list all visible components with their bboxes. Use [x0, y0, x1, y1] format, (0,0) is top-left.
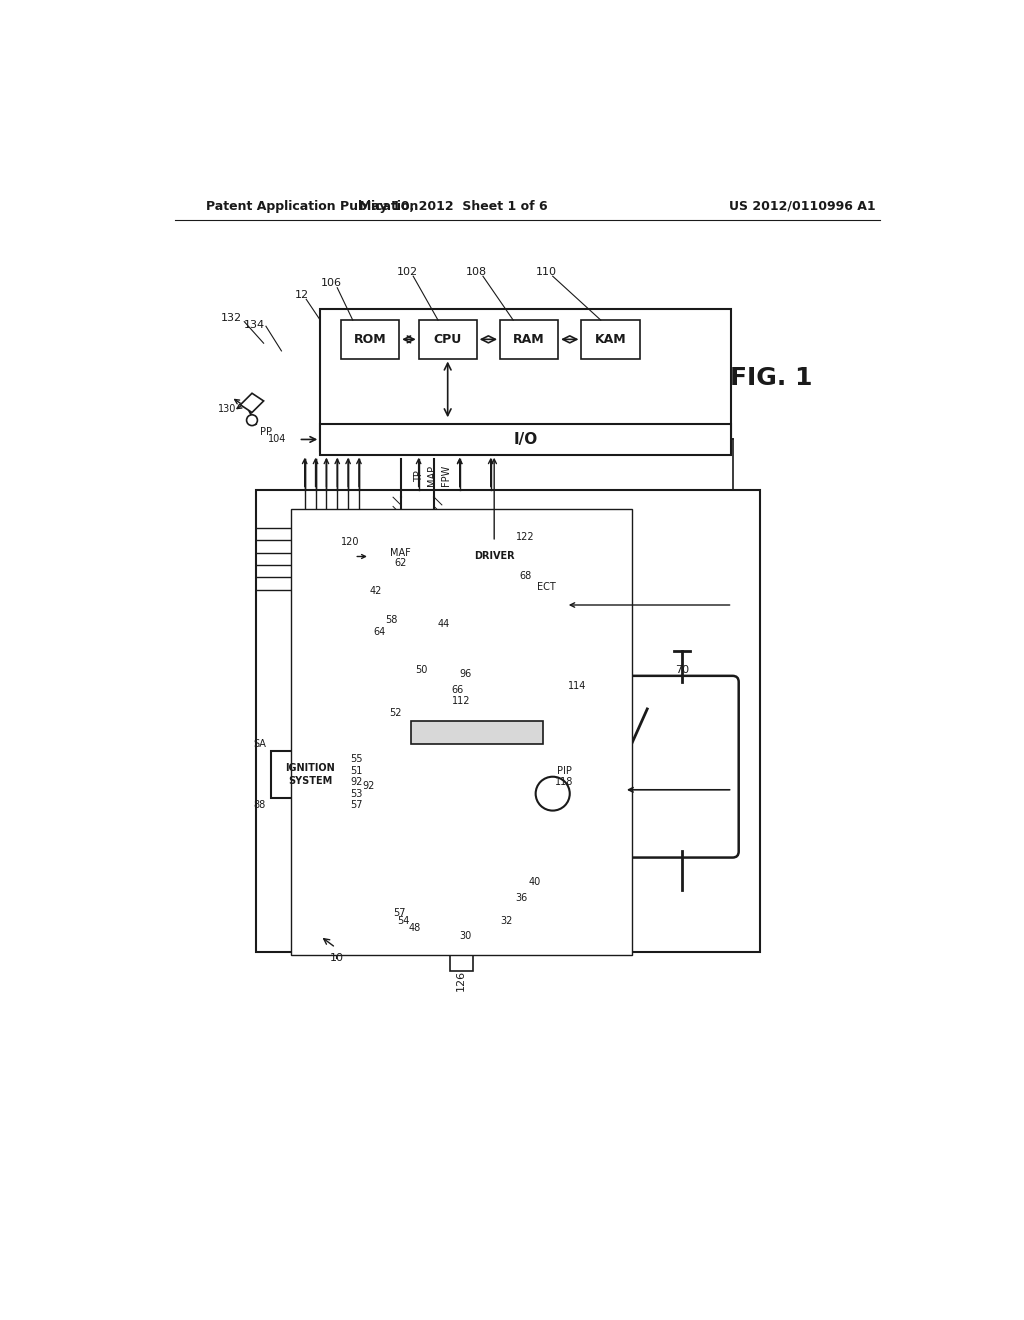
Text: PP: PP: [260, 426, 272, 437]
Text: I/O: I/O: [513, 432, 538, 447]
Text: 108: 108: [466, 267, 487, 277]
Bar: [370, 552, 387, 562]
Text: 68: 68: [519, 570, 531, 581]
Text: 40: 40: [528, 878, 541, 887]
Text: MAP: MAP: [427, 465, 437, 486]
Text: ECT: ECT: [538, 582, 556, 591]
Text: 30: 30: [459, 931, 471, 941]
Text: 96: 96: [459, 669, 471, 680]
Text: 50: 50: [415, 665, 427, 676]
Circle shape: [247, 414, 257, 425]
Text: 52: 52: [389, 708, 401, 718]
Text: 130: 130: [218, 404, 237, 413]
Text: 120: 120: [341, 537, 359, 546]
Text: 110: 110: [536, 267, 557, 277]
Text: 112: 112: [452, 696, 470, 706]
Text: 102: 102: [396, 267, 418, 277]
Text: 36: 36: [515, 892, 527, 903]
Text: IGNITION: IGNITION: [286, 763, 335, 774]
Text: 44: 44: [437, 619, 450, 630]
Polygon shape: [241, 393, 263, 412]
Text: 134: 134: [244, 321, 265, 330]
Text: 10: 10: [331, 953, 344, 962]
Bar: [582, 321, 640, 359]
Text: 66: 66: [452, 685, 464, 694]
Text: SA: SA: [253, 739, 266, 748]
Text: 62: 62: [394, 558, 407, 569]
Text: MAF: MAF: [390, 548, 412, 558]
Bar: [321, 309, 731, 451]
Bar: [500, 321, 558, 359]
Text: 88: 88: [254, 800, 266, 810]
Text: 118: 118: [555, 777, 573, 787]
Text: 32: 32: [500, 916, 512, 925]
Bar: [256, 490, 760, 952]
Text: 12: 12: [295, 289, 308, 300]
Text: 55: 55: [350, 754, 362, 764]
Text: 57: 57: [350, 800, 362, 810]
Text: ROM: ROM: [354, 333, 386, 346]
FancyBboxPatch shape: [626, 676, 738, 858]
Bar: [321, 424, 731, 455]
Text: May 10, 2012  Sheet 1 of 6: May 10, 2012 Sheet 1 of 6: [359, 199, 548, 213]
Text: 122: 122: [516, 532, 535, 543]
Bar: [411, 721, 543, 743]
Text: 106: 106: [322, 279, 342, 288]
Text: US 2012/0110996 A1: US 2012/0110996 A1: [729, 199, 876, 213]
Bar: [271, 751, 349, 797]
Text: PIP: PIP: [557, 766, 571, 776]
Text: 70: 70: [675, 665, 689, 676]
Bar: [399, 898, 569, 928]
Bar: [419, 321, 477, 359]
Bar: [341, 321, 399, 359]
Text: 48: 48: [409, 924, 421, 933]
Text: 42: 42: [370, 586, 382, 597]
Circle shape: [536, 776, 569, 810]
Text: Patent Application Publication: Patent Application Publication: [206, 199, 418, 213]
Text: 57: 57: [393, 908, 406, 917]
Bar: [469, 543, 519, 572]
Text: SYSTEM: SYSTEM: [288, 776, 332, 785]
Text: TP: TP: [414, 470, 424, 482]
Text: 126: 126: [457, 969, 466, 990]
Bar: [399, 682, 554, 898]
Text: 58: 58: [385, 615, 397, 626]
Text: 114: 114: [568, 681, 587, 690]
Text: 51: 51: [350, 766, 362, 776]
Text: FIG. 1: FIG. 1: [730, 366, 812, 389]
Text: RAM: RAM: [513, 333, 545, 346]
Bar: [554, 697, 647, 721]
Text: 104: 104: [268, 434, 287, 445]
Text: DRIVER: DRIVER: [474, 552, 514, 561]
Text: CPU: CPU: [433, 333, 462, 346]
Text: 64: 64: [374, 627, 386, 638]
Text: 54: 54: [397, 916, 410, 925]
Text: 92: 92: [350, 777, 362, 787]
Text: KAM: KAM: [595, 333, 627, 346]
Text: 53: 53: [350, 788, 362, 799]
Text: 92: 92: [362, 781, 375, 791]
Text: FPW: FPW: [440, 465, 451, 486]
Bar: [291, 508, 632, 956]
Text: 132: 132: [220, 313, 242, 323]
Bar: [450, 944, 473, 970]
